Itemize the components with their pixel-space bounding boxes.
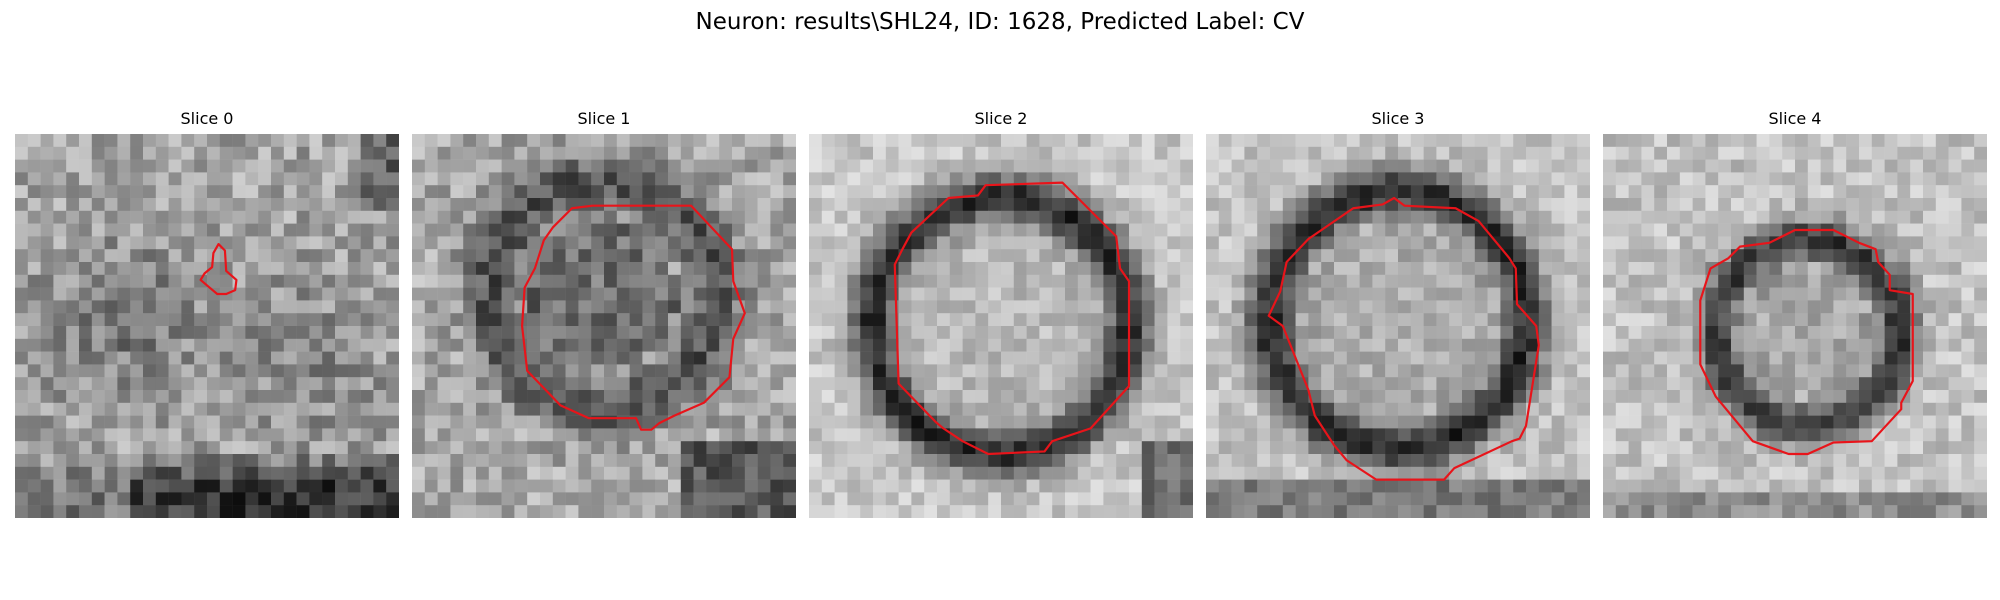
slice-title-0: Slice 0 [180, 109, 234, 128]
slice-image-1 [412, 134, 796, 518]
slice-panel-4: Slice 4 [1603, 108, 1987, 520]
slice-image-2 [809, 134, 1193, 518]
segmentation-contour [1267, 196, 1540, 481]
pixel-grid [412, 134, 796, 518]
slice-title-2: Slice 2 [974, 109, 1028, 128]
segmentation-contour [520, 204, 746, 431]
segmentation-contour [1699, 228, 1914, 456]
slice-title-1: Slice 1 [577, 109, 631, 128]
slice-title-3: Slice 3 [1371, 109, 1425, 128]
slice-panel-3: Slice 3 [1206, 108, 1590, 520]
slice-image-0 [15, 134, 399, 518]
segmentation-contour [893, 181, 1131, 456]
slice-panel-2: Slice 2 [809, 108, 1193, 520]
figure-title: Neuron: results\SHL24, ID: 1628, Predict… [695, 9, 1305, 35]
slice-image-3 [1206, 134, 1590, 518]
pixel-grid [1603, 134, 1987, 518]
pixel-grid [809, 134, 1193, 518]
pixel-grid [15, 134, 399, 518]
slice-panel-1: Slice 1 [412, 108, 796, 520]
segmentation-contour [199, 242, 238, 296]
slice-image-4 [1603, 134, 1987, 518]
pixel-grid [1206, 134, 1590, 518]
slice-panel-0: Slice 0 [15, 108, 399, 520]
slice-title-4: Slice 4 [1768, 109, 1822, 128]
